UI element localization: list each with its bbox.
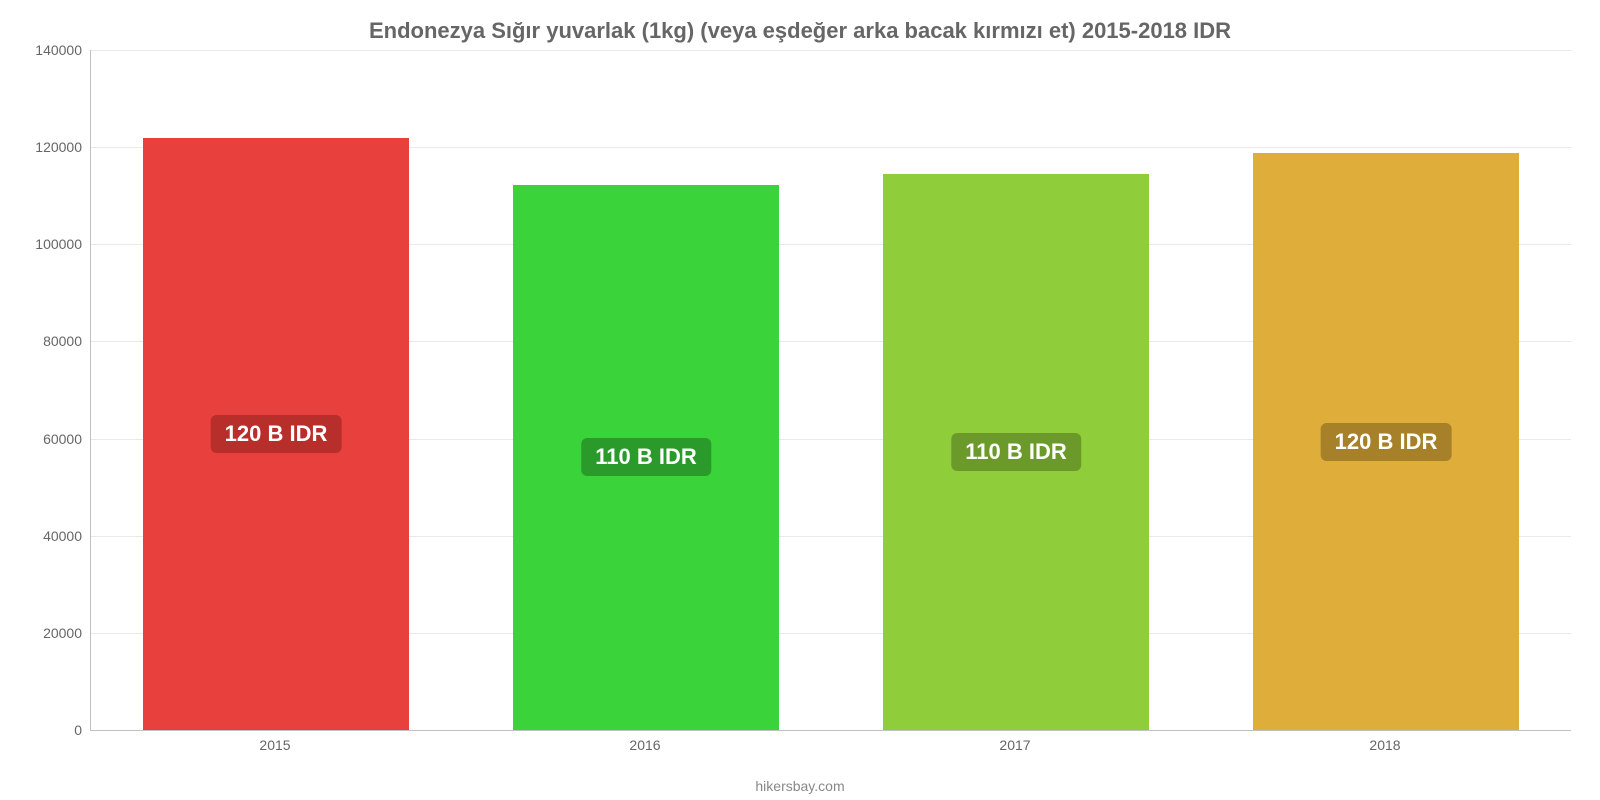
y-tick-label: 20000 bbox=[2, 625, 82, 641]
chart-container: Endonezya Sığır yuvarlak (1kg) (veya eşd… bbox=[0, 0, 1600, 800]
x-tick-label: 2018 bbox=[1369, 737, 1400, 753]
y-tick-label: 140000 bbox=[2, 42, 82, 58]
y-tick-label: 120000 bbox=[2, 139, 82, 155]
y-tick-label: 40000 bbox=[2, 528, 82, 544]
chart-credit: hikersbay.com bbox=[0, 778, 1600, 794]
y-tick-label: 0 bbox=[2, 722, 82, 738]
bar-label-2017: 110 B IDR bbox=[951, 433, 1081, 471]
gridline bbox=[91, 50, 1571, 51]
bar-label-2015: 120 B IDR bbox=[211, 415, 342, 453]
x-tick-label: 2015 bbox=[259, 737, 290, 753]
chart-title: Endonezya Sığır yuvarlak (1kg) (veya eşd… bbox=[0, 18, 1600, 44]
bar-label-2018: 120 B IDR bbox=[1321, 423, 1452, 461]
plot-area: 120 B IDR 110 B IDR 110 B IDR 120 B IDR bbox=[90, 50, 1571, 731]
x-tick-label: 2016 bbox=[629, 737, 660, 753]
x-tick-label: 2017 bbox=[999, 737, 1030, 753]
y-tick-label: 80000 bbox=[2, 333, 82, 349]
y-tick-label: 60000 bbox=[2, 431, 82, 447]
bar-label-2016: 110 B IDR bbox=[581, 438, 711, 476]
y-tick-label: 100000 bbox=[2, 236, 82, 252]
